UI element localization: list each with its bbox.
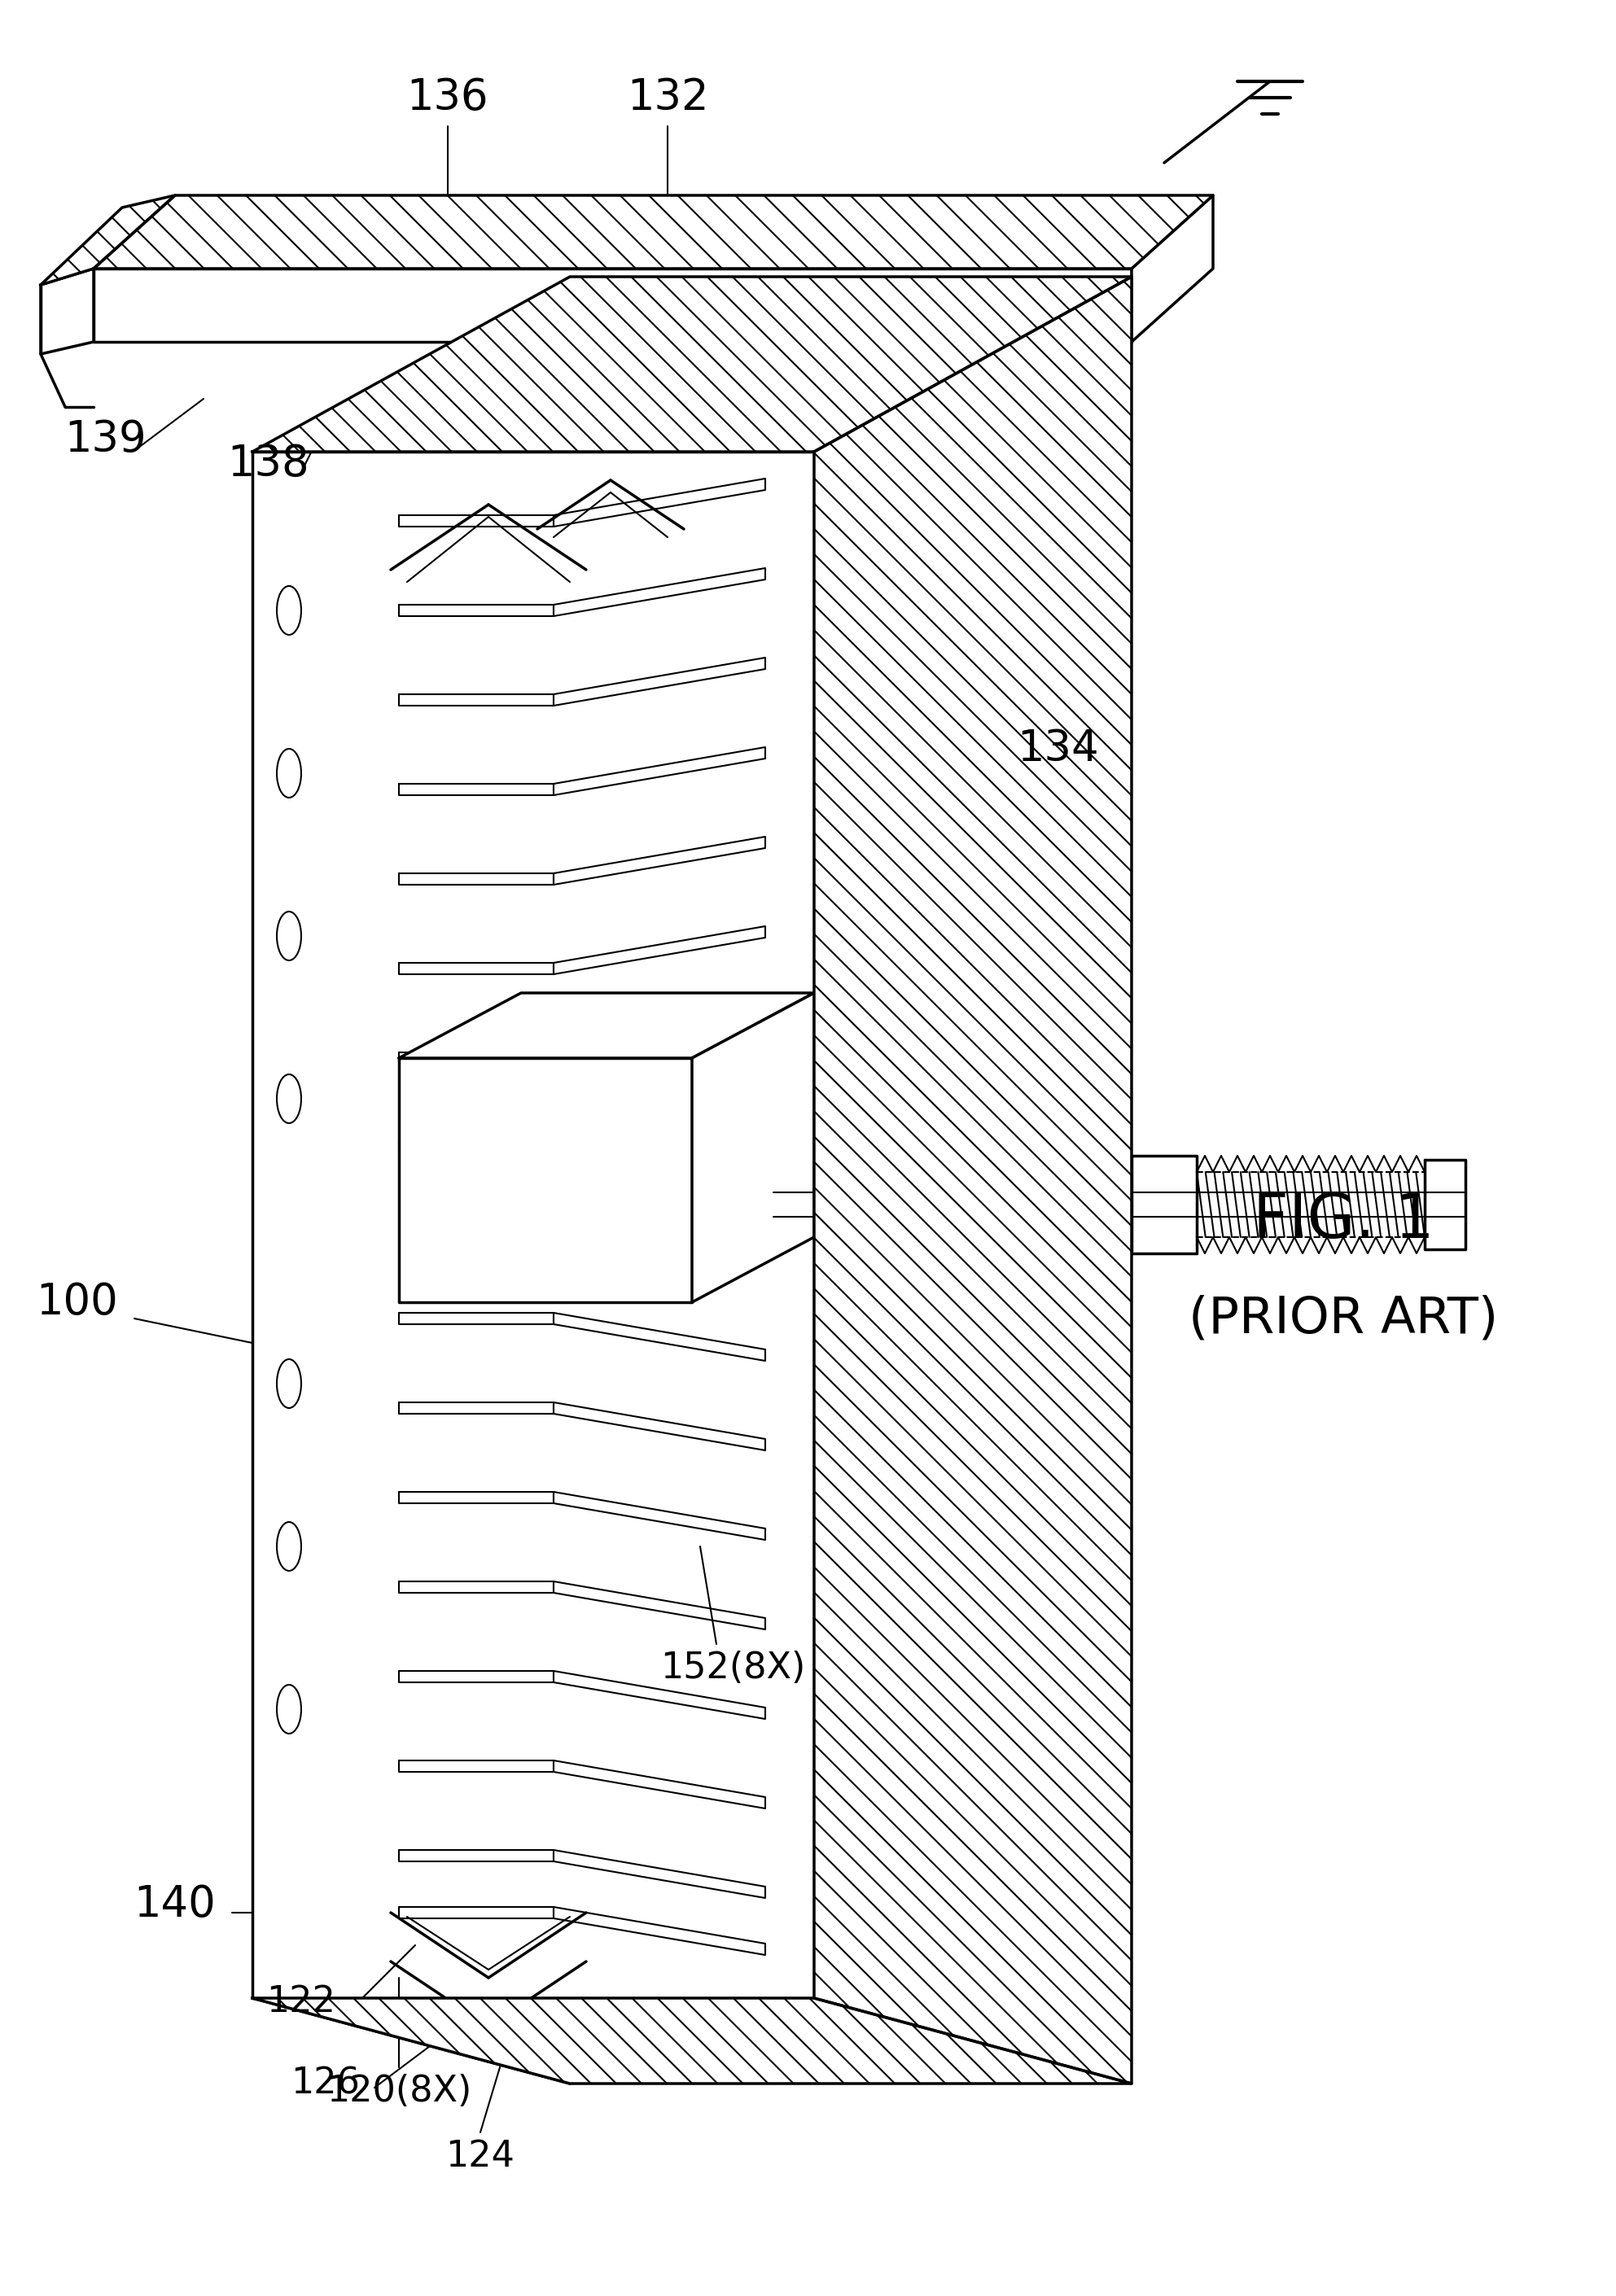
- Text: FIG. 1: FIG. 1: [1252, 1192, 1433, 1251]
- Polygon shape: [399, 992, 814, 1058]
- Polygon shape: [252, 278, 1131, 452]
- Polygon shape: [1425, 1159, 1466, 1249]
- Polygon shape: [814, 278, 1131, 2082]
- Polygon shape: [399, 872, 554, 884]
- Polygon shape: [399, 1141, 554, 1153]
- Polygon shape: [399, 1761, 554, 1773]
- Polygon shape: [399, 1851, 554, 1862]
- Polygon shape: [554, 567, 766, 615]
- Polygon shape: [554, 478, 766, 526]
- Polygon shape: [554, 1403, 766, 1451]
- Polygon shape: [399, 1058, 692, 1302]
- Polygon shape: [554, 1851, 766, 1899]
- Polygon shape: [554, 1671, 766, 1720]
- Polygon shape: [399, 1582, 554, 1593]
- Polygon shape: [554, 1761, 766, 1809]
- Polygon shape: [554, 1908, 766, 1954]
- Polygon shape: [554, 1582, 766, 1630]
- Polygon shape: [554, 836, 766, 884]
- Text: 152(8X): 152(8X): [661, 1651, 805, 1685]
- Polygon shape: [252, 452, 814, 1998]
- Text: 140: 140: [134, 1883, 217, 1926]
- Text: 134: 134: [1018, 728, 1099, 769]
- Polygon shape: [94, 195, 1214, 269]
- Polygon shape: [399, 604, 554, 615]
- Polygon shape: [554, 1313, 766, 1362]
- Text: 138: 138: [228, 443, 310, 484]
- Polygon shape: [399, 962, 554, 974]
- Polygon shape: [94, 269, 1131, 342]
- Polygon shape: [399, 514, 554, 526]
- Polygon shape: [399, 1671, 554, 1683]
- Polygon shape: [40, 195, 175, 285]
- Polygon shape: [554, 1015, 766, 1063]
- Text: 120(8X): 120(8X): [326, 2073, 472, 2110]
- Text: 124: 124: [446, 2140, 516, 2174]
- Polygon shape: [1131, 1155, 1197, 1254]
- Polygon shape: [554, 925, 766, 974]
- Polygon shape: [399, 693, 554, 705]
- Polygon shape: [399, 1313, 554, 1325]
- Text: 139: 139: [65, 418, 147, 461]
- Polygon shape: [554, 1104, 766, 1153]
- Polygon shape: [40, 269, 94, 354]
- Polygon shape: [1131, 195, 1214, 342]
- Text: 122: 122: [267, 1984, 336, 2020]
- Text: 132: 132: [627, 76, 708, 119]
- Polygon shape: [252, 1998, 1131, 2082]
- Polygon shape: [399, 1908, 554, 1919]
- Text: (PRIOR ART): (PRIOR ART): [1188, 1295, 1498, 1343]
- Polygon shape: [554, 657, 766, 705]
- Text: 126: 126: [291, 2066, 360, 2101]
- Polygon shape: [554, 746, 766, 794]
- Polygon shape: [692, 992, 814, 1302]
- Text: 136: 136: [407, 76, 488, 119]
- Polygon shape: [399, 1403, 554, 1414]
- Polygon shape: [399, 783, 554, 794]
- Polygon shape: [399, 1052, 554, 1063]
- Polygon shape: [554, 1492, 766, 1541]
- Polygon shape: [399, 1492, 554, 1504]
- Text: 100: 100: [36, 1281, 118, 1322]
